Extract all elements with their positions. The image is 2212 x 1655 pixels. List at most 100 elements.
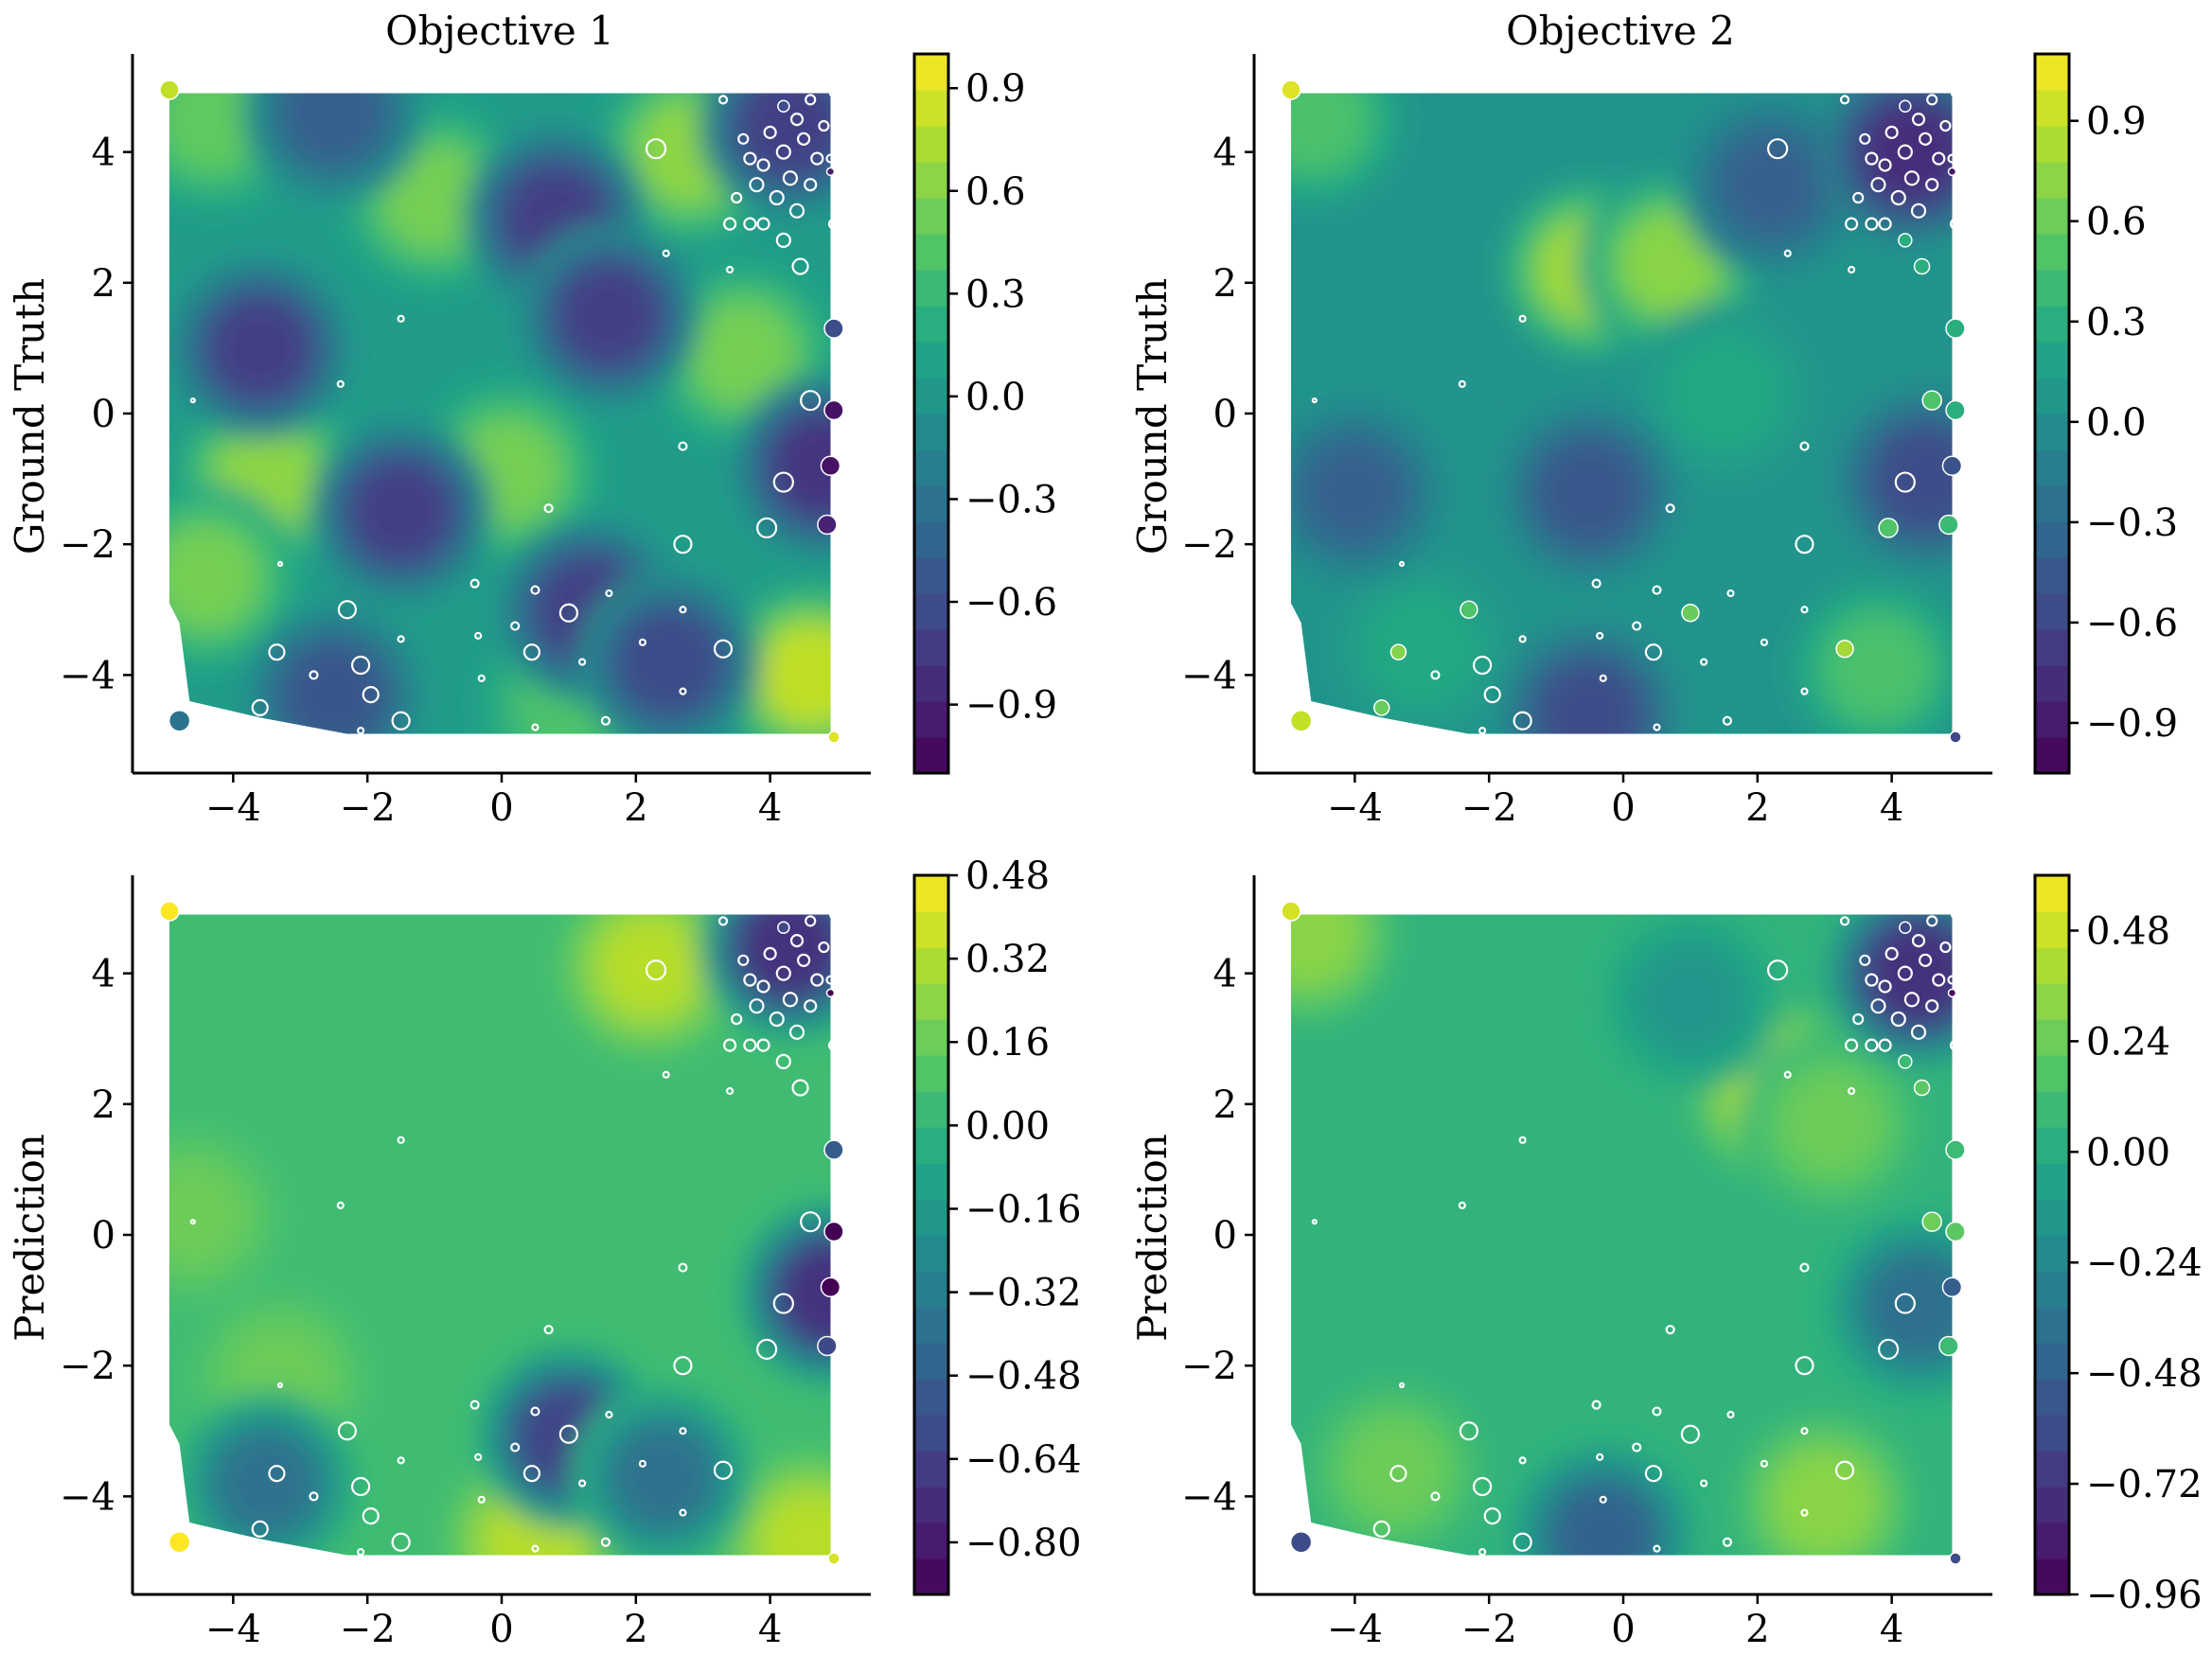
- sample-marker: [828, 88, 840, 98]
- panel-title: Objective 2: [1506, 8, 1735, 54]
- sample-marker: [825, 975, 836, 985]
- sample-marker: [1289, 1530, 1313, 1554]
- sample-marker: [600, 1537, 611, 1547]
- contour-region: [1674, 344, 1773, 443]
- sample-marker: [1722, 1537, 1733, 1547]
- colorbar-level: [2035, 234, 2069, 271]
- sample-marker: [1941, 455, 1963, 477]
- sample-marker: [1389, 643, 1407, 660]
- sample-marker: [1722, 715, 1733, 726]
- sample-marker: [737, 954, 750, 966]
- sample-marker: [1949, 1039, 1962, 1051]
- sample-marker: [1760, 638, 1769, 646]
- colorbar-level: [2035, 737, 2069, 774]
- contour-region: [1346, 1421, 1444, 1520]
- sample-marker: [820, 1276, 841, 1298]
- colorbar-level: [914, 162, 948, 199]
- sample-marker: [276, 560, 284, 568]
- sample-marker: [679, 687, 687, 695]
- colorbar: 0.9 0.6 0.3 0.0 −0.3 −0.6 −0.9: [2033, 52, 2178, 775]
- contour-region: [285, 93, 383, 162]
- contour-region: [1541, 443, 1639, 541]
- colorbar-level: [914, 1487, 948, 1523]
- sample-marker: [1918, 132, 1933, 146]
- colorbar-level: [2035, 665, 2069, 702]
- sample-marker: [1921, 1211, 1942, 1232]
- sample-marker: [1911, 112, 1926, 127]
- sample-marker: [731, 191, 743, 204]
- sample-marker: [825, 167, 836, 177]
- contour-region: [1722, 135, 1820, 234]
- colorbar-tick-label: −0.24: [2086, 1241, 2203, 1285]
- colorbar-level: [2035, 1451, 2069, 1488]
- sample-marker: [827, 218, 841, 230]
- colorbar-tick-label: −0.96: [2086, 1574, 2203, 1617]
- y-tick-label: −4: [1181, 654, 1237, 697]
- sample-marker: [756, 979, 770, 994]
- sample-marker: [662, 1070, 670, 1079]
- colorbar-level: [914, 1019, 948, 1056]
- sample-marker: [743, 151, 757, 166]
- sample-marker: [791, 257, 809, 275]
- contour-region: [1541, 665, 1639, 734]
- contour-region: [352, 463, 451, 561]
- contour-field: [169, 93, 831, 734]
- sample-marker: [1644, 1465, 1663, 1483]
- sample-marker: [1939, 941, 1952, 954]
- colorbar-tick-label: 0.3: [965, 273, 1026, 316]
- sample-marker: [755, 1338, 778, 1361]
- y-tick-label: 4: [1213, 132, 1237, 175]
- colorbar-tick-label: −0.16: [965, 1188, 1082, 1231]
- sample-marker: [678, 1262, 688, 1273]
- sample-marker: [474, 631, 483, 641]
- sample-marker: [818, 119, 830, 132]
- sample-marker: [1430, 670, 1441, 680]
- x-tick-label: 2: [624, 1608, 647, 1651]
- colorbar-level: [2035, 521, 2069, 558]
- contour-region: [218, 1435, 316, 1533]
- colorbar-level: [2035, 1271, 2069, 1308]
- colorbar-level: [2035, 983, 2069, 1020]
- sample-marker: [1665, 503, 1675, 514]
- colorbar-tick-label: 0.16: [965, 1021, 1050, 1065]
- sample-marker: [477, 1495, 486, 1504]
- colorbar-level: [914, 449, 948, 486]
- colorbar: 0.48 0.32 0.16 0.00 −0.16 −0.32 −0.48 −0.64 −0.8…: [912, 854, 1082, 1596]
- contour-region: [1829, 619, 1927, 717]
- sample-marker: [1766, 138, 1789, 160]
- colorbar-level: [2035, 1235, 2069, 1272]
- sample-marker: [1870, 998, 1886, 1014]
- sample-marker: [1897, 965, 1913, 981]
- sample-marker: [1903, 992, 1920, 1008]
- y-tick-label: −2: [1181, 1345, 1237, 1388]
- panel-objective-2-ground-truth: Objective 2 Ground Truth −4 −2 0 2 4 −4 −2 0 2 4 0…: [1129, 8, 2178, 830]
- sample-marker: [1591, 578, 1601, 589]
- colorbar-level: [2035, 911, 2069, 948]
- sample-marker: [1311, 1219, 1318, 1225]
- x-tick-label: 0: [1611, 1608, 1635, 1651]
- colorbar-level: [2035, 485, 2069, 522]
- sample-marker: [1885, 946, 1899, 961]
- colorbar-tick-label: 0.32: [965, 938, 1050, 981]
- colorbar-level: [2035, 1055, 2069, 1092]
- sample-marker: [530, 585, 540, 595]
- sample-marker: [638, 1459, 647, 1468]
- sample-marker: [1644, 643, 1663, 661]
- colorbar-level: [914, 1558, 948, 1595]
- sample-marker: [722, 1038, 737, 1052]
- colorbar-frame: [2033, 52, 2071, 775]
- sample-marker: [391, 711, 411, 731]
- sample-marker: [1898, 233, 1913, 248]
- sample-marker: [1926, 915, 1938, 927]
- sample-marker: [1632, 1442, 1642, 1453]
- sample-marker: [1599, 674, 1607, 682]
- sample-marker: [1372, 1520, 1390, 1539]
- colorbar-level: [914, 90, 948, 127]
- sample-marker: [743, 973, 757, 987]
- sample-marker: [725, 1086, 734, 1096]
- colorbar-tick-label: −0.80: [965, 1522, 1082, 1565]
- colorbar-tick-label: 0.0: [965, 376, 1026, 419]
- colorbar-frame: [2033, 873, 2071, 1596]
- colorbar-level: [2035, 126, 2069, 163]
- x-tick-label: −2: [340, 786, 396, 830]
